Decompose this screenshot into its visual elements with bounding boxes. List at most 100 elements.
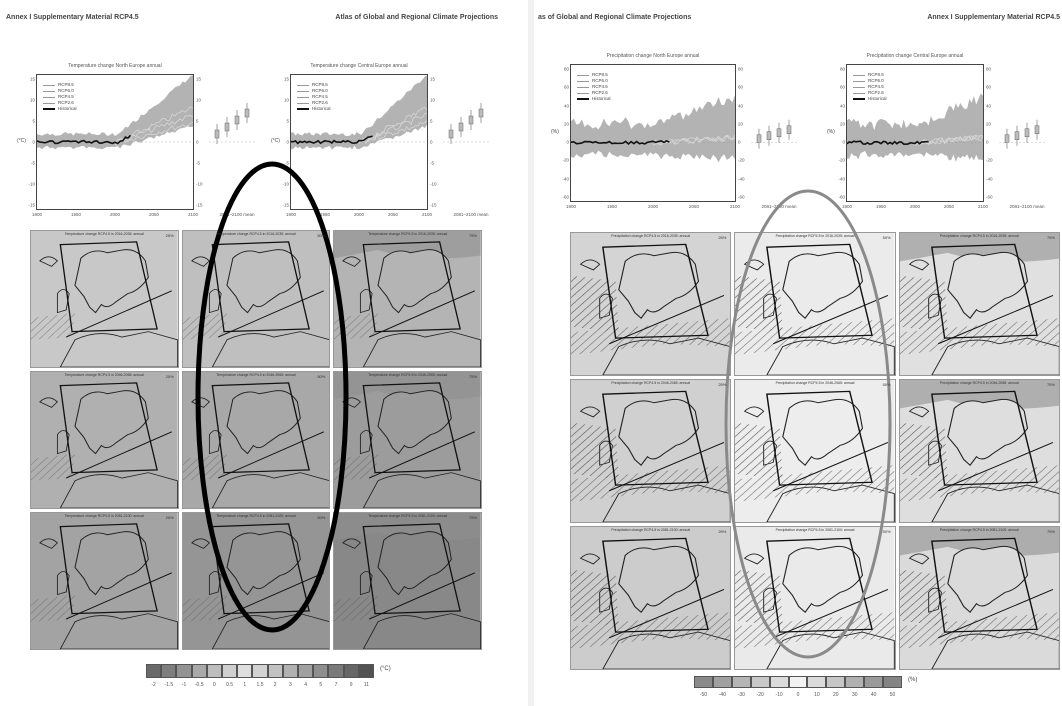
- map-panel: Precipitation change RCP4.5 in 2081-2100…: [898, 526, 1060, 670]
- y-tick-label: 80: [738, 66, 744, 72]
- legend-swatch: [577, 74, 589, 76]
- y-axis-ticks-left: 15 10 5 0 -5 -10 -15: [275, 75, 289, 209]
- model-spread-band: [291, 75, 427, 150]
- map-panel: Temperature change RCP4.5 in 2016-2035: …: [333, 230, 482, 368]
- precipitation-colorbar-unit: (%): [908, 677, 918, 683]
- region-box: [930, 537, 1038, 633]
- y-tick-label: -5: [430, 160, 435, 166]
- legend-swatch: [297, 90, 309, 92]
- colorbar-swatch: [750, 676, 770, 688]
- left-header-right: Atlas of Global and Regional Climate Pro…: [335, 14, 498, 21]
- historical-line: [37, 134, 132, 145]
- page-gutter: [528, 0, 534, 706]
- legend-swatch: [297, 84, 309, 86]
- colorbar-tick-label: 20: [833, 692, 839, 698]
- y-axis-ticks-left: 15 10 5 0 -5 -10 -15: [21, 75, 35, 209]
- y-tick-label: 5: [32, 118, 35, 124]
- x-tick-label: 2000: [353, 212, 365, 217]
- map-title: Temperature change RCP4.5 in 2016-2035: …: [368, 232, 448, 236]
- map-title: Precipitation change RCP4.5 in 2046-2065…: [939, 381, 1019, 385]
- colorbar-swatch: [267, 664, 283, 678]
- british-isles-outline: [56, 430, 70, 455]
- mainland-europe-outline: [59, 331, 178, 367]
- map-canvas: [571, 527, 731, 669]
- iceland-outline: [579, 406, 601, 418]
- y-tick-label: -15: [282, 202, 289, 208]
- y-tick-label: -40: [738, 176, 745, 182]
- region-box: [602, 390, 709, 486]
- iceland-outline: [579, 259, 601, 271]
- y-tick-label: 20: [738, 121, 744, 127]
- precipitation-timeseries-north-europe: Precipitation change North Europe annual…: [551, 53, 799, 209]
- region-boundary-line: [609, 589, 725, 639]
- region-boundary-line: [369, 431, 476, 479]
- x-tick-label: 2000: [647, 204, 659, 209]
- iceland-outline: [39, 538, 59, 549]
- map-panel: Precipitation change RCP4.5 in 2081-2100…: [734, 526, 896, 670]
- chart-title: Precipitation change Central Europe annu…: [866, 53, 964, 59]
- legend-swatch: [853, 80, 865, 82]
- region-boundary-line: [369, 572, 476, 620]
- map-percentile: 50%: [882, 235, 891, 240]
- x-extra-label: 2081–2100 mean: [1009, 204, 1045, 209]
- legend-swatch: [43, 102, 55, 104]
- y-tick-label: 0: [842, 139, 845, 145]
- british-isles-outline: [56, 289, 70, 314]
- projection-line: [914, 134, 983, 146]
- legend-label: Historical: [58, 106, 77, 111]
- legend-entry: RCP2.6: [577, 90, 611, 96]
- colorbar-swatch: [206, 664, 223, 678]
- chart-title: Temperature change North Europe annual: [68, 63, 162, 69]
- map-panel: Temperature change RCP4.5 in 2081-2100: …: [30, 512, 179, 650]
- colorbar-tick-label: 0.5: [226, 682, 234, 688]
- map-panel: Temperature change RCP4.5 in 2046-2065: …: [333, 371, 482, 509]
- colorbar-tick-label: -1.5: [164, 682, 174, 688]
- map-canvas: [899, 380, 1059, 522]
- colorbar-tick-label: -10: [775, 692, 783, 698]
- temperature-colorbar-labels: -2 -1.5 -1 -0.5 0 0.5 1 1.5 2 3 4 5 7 9 11: [146, 682, 374, 690]
- colorbar-tick-label: 11: [363, 682, 369, 688]
- map-percentile: 50%: [882, 382, 891, 387]
- temperature-colorbar: [146, 664, 375, 678]
- colorbar-swatch: [282, 664, 299, 678]
- y-tick-label: -5: [30, 160, 35, 166]
- y-tick-label: -15: [430, 202, 437, 208]
- iceland-outline: [39, 397, 59, 408]
- colorbar-tick-label: 40: [870, 692, 877, 698]
- legend-swatch: [577, 98, 589, 100]
- colorbar-swatch: [788, 676, 808, 688]
- x-tick-label: 2100: [729, 204, 741, 209]
- y-tick-label: 5: [430, 118, 433, 124]
- period-mean-boxplots: [209, 103, 257, 144]
- map-percentile: 25%: [165, 374, 174, 379]
- y-tick-label: 10: [29, 97, 35, 103]
- colorbar-tick-label: 30: [851, 692, 858, 698]
- iceland-outline: [579, 553, 601, 565]
- y-tick-label: -40: [838, 176, 845, 182]
- projection-line: [914, 135, 983, 147]
- legend-label: RCP2.6: [868, 90, 884, 95]
- map-canvas: [334, 513, 481, 649]
- map-title: Temperature change RCP4.5 in 2016-2035: …: [64, 232, 144, 236]
- region-box: [602, 537, 709, 633]
- legend-entry: Historical: [853, 96, 887, 102]
- map-panel: Temperature change RCP4.5 in 2016-2035: …: [181, 230, 331, 368]
- legend-label: RCP4.5: [592, 84, 608, 89]
- right-atlas-page: as of Global and Regional Climate Projec…: [534, 0, 1062, 706]
- y-tick-label: 0: [566, 139, 569, 145]
- map-percentile: 50%: [317, 374, 326, 379]
- legend-entry: RCP8.5: [297, 82, 331, 88]
- timeseries-plot: [37, 75, 193, 150]
- x-tick-label: 2100: [421, 212, 433, 217]
- x-tick-label: 1950: [875, 204, 887, 209]
- legend-entry: RCP2.6: [297, 100, 331, 106]
- colorbar-swatch: [176, 664, 192, 678]
- map-title: Precipitation change RCP4.5 in 2081-2100…: [611, 528, 691, 532]
- y-tick-label: 40: [839, 103, 845, 109]
- y-tick-label: 80: [563, 66, 569, 72]
- map-canvas: [735, 380, 895, 522]
- legend-label: RCP2.6: [592, 90, 608, 95]
- x-tick-label: 2000: [109, 212, 121, 217]
- y-tick-label: 40: [563, 103, 569, 109]
- y-tick-label: 0: [986, 139, 989, 145]
